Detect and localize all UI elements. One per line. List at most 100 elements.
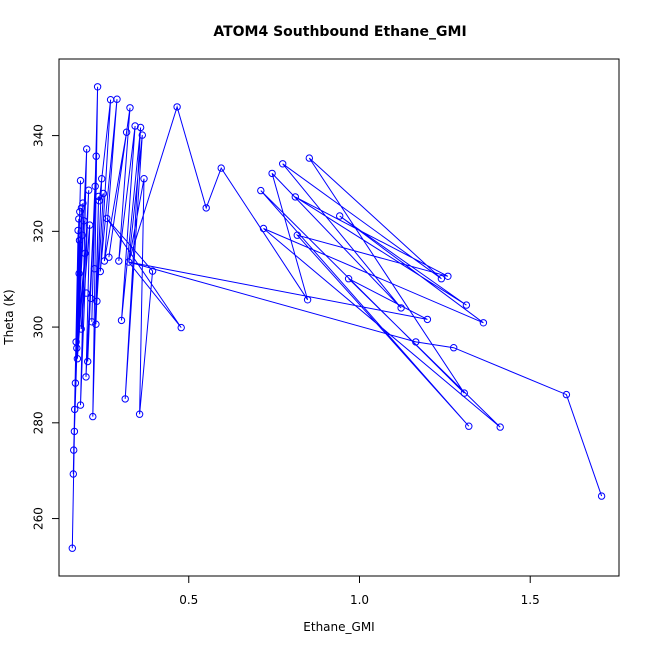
data-point	[86, 221, 94, 229]
data-point	[84, 357, 92, 366]
data-point	[125, 258, 133, 266]
data-point	[73, 355, 82, 363]
data-point	[177, 323, 185, 332]
data-point	[85, 186, 93, 194]
data-point	[279, 160, 287, 168]
data-point	[140, 175, 148, 183]
data-point	[136, 123, 145, 132]
data-point	[293, 231, 301, 239]
data-point	[131, 122, 139, 130]
data-point	[303, 296, 312, 304]
data-point	[450, 344, 458, 352]
data-point	[92, 152, 100, 160]
data-point	[79, 199, 87, 207]
data-point	[462, 301, 471, 309]
data-point	[103, 214, 111, 223]
data-point	[148, 267, 157, 275]
y-axis-label: Theta (K)	[2, 289, 16, 345]
data-point	[68, 544, 77, 552]
data-point	[76, 176, 85, 185]
data-point	[78, 231, 86, 239]
data-point	[75, 215, 83, 223]
data-point	[259, 224, 268, 233]
y-tick-label: 280	[32, 411, 46, 434]
data-point	[71, 405, 79, 414]
y-tick-label: 300	[32, 316, 46, 339]
data-point	[100, 257, 109, 265]
data-point	[105, 253, 113, 261]
data-point	[122, 128, 131, 136]
data-point	[81, 249, 89, 258]
data-point	[113, 95, 121, 103]
x-tick-label: 0.5	[179, 593, 198, 607]
data-point	[76, 401, 85, 409]
data-point	[496, 423, 504, 431]
data-point	[412, 338, 420, 346]
data-point	[93, 83, 102, 91]
data-point	[479, 319, 488, 327]
series-line	[71, 86, 603, 549]
data-point	[75, 269, 83, 278]
data-point	[305, 154, 313, 162]
data-point	[397, 304, 405, 312]
data-point	[126, 104, 134, 112]
data-point	[76, 208, 84, 216]
data-point	[291, 193, 299, 201]
data-point	[70, 446, 78, 454]
y-axis: 260 280 300 320 340	[32, 124, 60, 530]
data-point	[344, 275, 353, 283]
data-point	[92, 320, 100, 328]
plot-frame	[58, 58, 620, 577]
data-point	[135, 410, 144, 418]
data-point	[95, 197, 104, 205]
data-point	[80, 217, 88, 225]
data-point	[99, 189, 108, 198]
data-point	[73, 344, 81, 352]
y-tick-label: 340	[32, 124, 46, 147]
data-point	[268, 169, 276, 178]
data-point	[257, 186, 265, 195]
data-point	[70, 427, 79, 436]
x-tick-label: 1.5	[521, 593, 540, 607]
data-point	[74, 226, 82, 235]
data-point	[562, 390, 571, 399]
data-point	[115, 257, 123, 265]
data-point	[173, 103, 181, 111]
data-point	[460, 389, 468, 397]
data-point	[444, 272, 452, 280]
plot-data	[68, 83, 606, 552]
data-point	[82, 373, 90, 381]
data-point	[71, 379, 80, 387]
data-point	[83, 145, 91, 153]
data-point	[121, 395, 129, 403]
data-point	[465, 422, 473, 430]
x-tick-label: 1.0	[350, 593, 369, 607]
data-point	[96, 267, 105, 276]
data-point	[88, 318, 96, 326]
data-point	[90, 265, 99, 273]
data-point	[77, 204, 86, 212]
data-point	[91, 182, 99, 191]
data-point	[597, 492, 606, 500]
y-tick-label: 260	[32, 507, 46, 530]
data-point	[117, 316, 126, 325]
data-point	[93, 297, 101, 305]
data-point	[89, 412, 97, 421]
data-point	[87, 294, 95, 303]
data-point	[437, 275, 446, 283]
data-point	[138, 131, 147, 139]
y-tick-label: 320	[32, 220, 46, 243]
data-point	[202, 204, 210, 212]
data-point	[82, 289, 91, 297]
data-point	[217, 164, 225, 172]
x-axis-label: Ethane_GMI	[303, 620, 374, 634]
data-point	[423, 315, 432, 324]
data-point	[336, 212, 344, 220]
data-point	[98, 175, 106, 183]
data-point	[77, 325, 85, 333]
data-point	[69, 470, 78, 478]
x-axis: 0.5 1.0 1.5	[179, 575, 540, 607]
series	[68, 83, 606, 552]
chart-title: ATOM4 Southbound Ethane_GMI	[213, 24, 466, 40]
